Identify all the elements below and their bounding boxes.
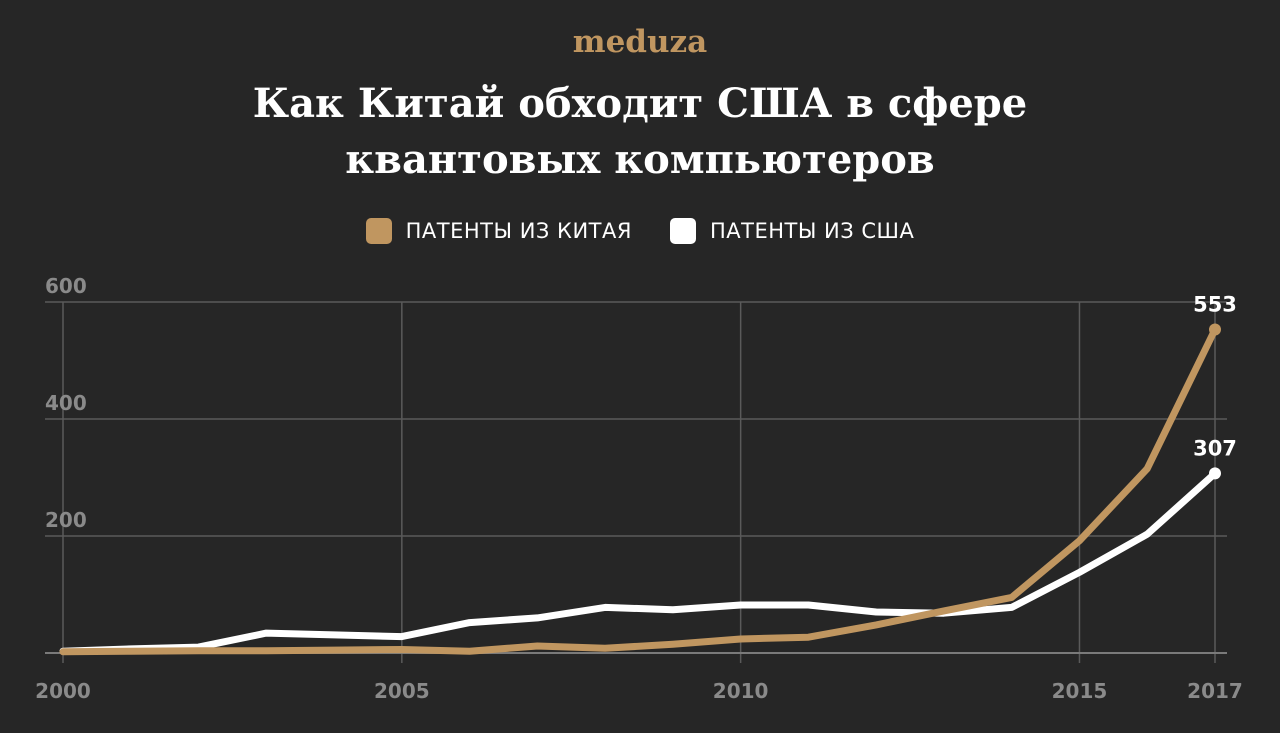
meduza-logo: meduza — [572, 24, 708, 60]
y-tick-label: 400 — [45, 391, 87, 415]
series-layer — [59, 323, 1221, 656]
chart-legend: ПАТЕНТЫ ИЗ КИТАЯ ПАТЕНТЫ ИЗ США — [0, 218, 1280, 244]
legend-swatch-china — [365, 218, 392, 244]
x-tick-label: 2005 — [374, 679, 430, 703]
chart-title: Как Китай обходит США в сфере квантовых … — [0, 76, 1280, 188]
x-tick-label: 2000 — [35, 679, 91, 703]
end-value-label-china: 553 — [1193, 292, 1237, 316]
axis-layer: 600 400 200 2000 2005 2010 2015 2017 — [35, 274, 1243, 703]
series-line-china — [59, 326, 1219, 656]
legend-item-china: ПАТЕНТЫ ИЗ КИТАЯ — [365, 218, 632, 244]
legend-label-usa: ПАТЕНТЫ ИЗ США — [709, 219, 915, 243]
label-layer: 553 307 — [1193, 292, 1237, 460]
legend-item-usa: ПАТЕНТЫ ИЗ США — [669, 218, 915, 244]
grid-layer — [45, 301, 1227, 663]
x-tick-label: 2010 — [713, 679, 769, 703]
y-tick-label: 600 — [45, 274, 87, 298]
x-tick-label: 2017 — [1187, 679, 1243, 703]
legend-swatch-usa — [669, 218, 696, 244]
chart-title-line-1: Как Китай обходит США в сфере — [252, 80, 1028, 127]
series-line-usa — [59, 469, 1219, 655]
chart-title-line-2: квантовых компьютеров — [345, 136, 935, 183]
y-tick-label: 200 — [45, 508, 87, 532]
x-tick-label: 2015 — [1052, 679, 1108, 703]
series-end-point-usa — [1209, 467, 1221, 480]
legend-label-china: ПАТЕНТЫ ИЗ КИТАЯ — [405, 219, 632, 243]
end-value-label-usa: 307 — [1193, 436, 1237, 460]
series-end-point-china — [1209, 323, 1221, 336]
